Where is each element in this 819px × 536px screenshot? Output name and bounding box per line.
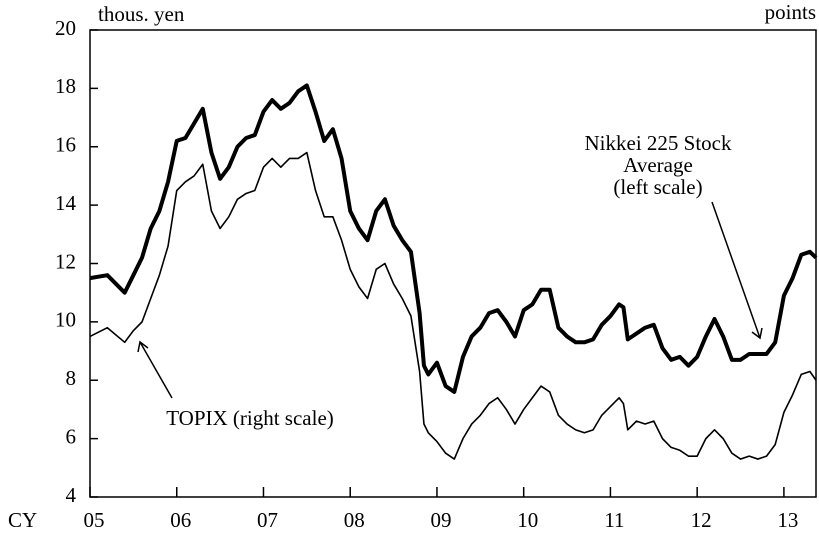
x-axis-label: CY bbox=[8, 508, 37, 532]
arrow bbox=[139, 341, 173, 399]
x-tick-label: 05 bbox=[84, 508, 105, 532]
y-tick-label: 20 bbox=[55, 16, 76, 40]
annotation: Nikkei 225 Stock bbox=[585, 131, 732, 155]
x-tick-label: 13 bbox=[777, 508, 798, 532]
y-tick-label: 18 bbox=[55, 74, 76, 98]
x-tick-label: 07 bbox=[257, 508, 278, 532]
series-line bbox=[89, 83, 818, 394]
y-axis-label: thous. yen bbox=[98, 2, 185, 26]
x-tick-label: 10 bbox=[517, 508, 538, 532]
annotation: (left scale) bbox=[613, 175, 702, 199]
annotation: Average bbox=[623, 153, 693, 177]
y2-axis-label: points bbox=[765, 0, 816, 24]
y-tick-label: 6 bbox=[66, 424, 77, 448]
x-tick-label: 12 bbox=[691, 508, 712, 532]
x-tick-label: 08 bbox=[344, 508, 365, 532]
arrow-head bbox=[751, 327, 763, 340]
y-tick-label: 14 bbox=[55, 191, 77, 215]
y-tick-label: 12 bbox=[55, 249, 76, 273]
x-tick-label: 11 bbox=[604, 508, 624, 532]
x-tick-label: 09 bbox=[430, 508, 451, 532]
y-tick-label: 4 bbox=[66, 483, 77, 507]
arrow-head bbox=[137, 340, 149, 353]
x-tick-label: 06 bbox=[170, 508, 191, 532]
y-tick-label: 10 bbox=[55, 308, 76, 332]
arrow bbox=[711, 201, 761, 339]
annotation: TOPIX (right scale) bbox=[166, 406, 334, 430]
y-tick-label: 8 bbox=[66, 366, 77, 390]
y-tick-label: 16 bbox=[55, 133, 76, 157]
series-line bbox=[89, 151, 817, 460]
